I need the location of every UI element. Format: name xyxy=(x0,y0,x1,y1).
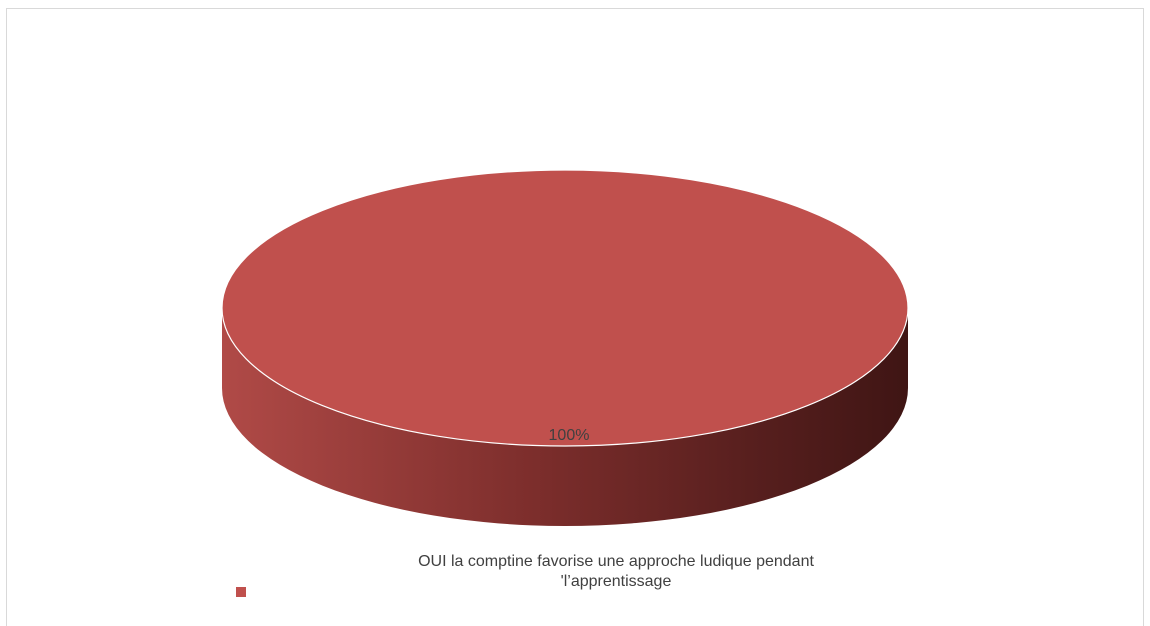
data-label: 100% xyxy=(549,427,590,444)
pie-slice-group xyxy=(221,169,909,526)
legend-swatch xyxy=(236,587,246,597)
pie-slice-side xyxy=(222,308,908,526)
pie-slice xyxy=(221,169,909,447)
legend: OUI la comptine favorise une approche lu… xyxy=(236,552,936,602)
legend-label: OUI la comptine favorise une approche lu… xyxy=(418,553,814,590)
